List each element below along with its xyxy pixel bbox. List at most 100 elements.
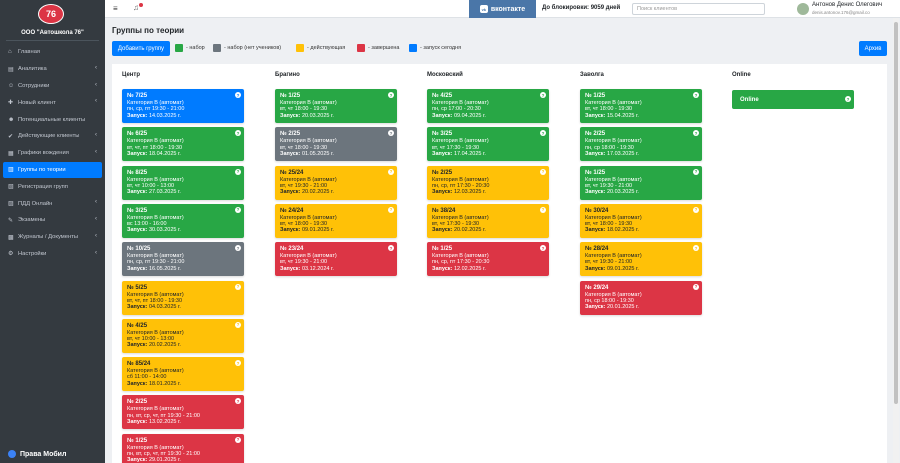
group-card[interactable]: № 4/25 Категория В (автомат) пн, ср 17:00 … (427, 89, 549, 123)
help-icon[interactable]: ? (540, 92, 546, 98)
help-icon[interactable]: ? (540, 130, 546, 137)
group-schedule: вт, чт 10:00 - 13:00 (127, 182, 175, 189)
group-card[interactable]: № 6/25 Категория В (автомат) вт, чт, пт 18… (122, 127, 244, 162)
sidebar-item[interactable]: ⚙ Настройки ‹ (0, 246, 105, 263)
help-icon[interactable]: ? (235, 130, 241, 137)
help-icon[interactable]: ? (235, 360, 241, 367)
group-card[interactable]: № 29/24 Категория В (автомат) пн, ср 18:00… (580, 280, 702, 315)
help-icon[interactable]: ? (235, 92, 241, 98)
scrollbar-thumb[interactable] (894, 22, 898, 404)
help-icon[interactable]: ? (235, 168, 241, 175)
school-logo[interactable]: 76 (38, 4, 64, 24)
help-icon[interactable]: ? (235, 321, 241, 328)
help-icon[interactable]: ? (388, 130, 394, 137)
help-icon[interactable]: ? (693, 283, 699, 290)
sidebar-item[interactable]: ▥ Группы по теории (3, 161, 102, 179)
group-launch-date: Запуск: 04.03.2025 г. (127, 304, 239, 310)
help-icon[interactable]: ? (235, 206, 241, 213)
group-card[interactable]: № 8/25 Категория В (автомат) вт, чт 10:00 … (122, 165, 244, 200)
group-card[interactable]: № 30/24 Категория В (автомат) вт, чт 18:00… (580, 203, 702, 238)
group-card[interactable]: № 1/25 Категория В (автомат) пн, ср, пт 17… (427, 242, 549, 277)
help-icon[interactable]: ? (235, 436, 241, 443)
group-category: Категория В (автомат) (432, 176, 489, 183)
sidebar-item[interactable]: ☺ Сотрудники ‹ (0, 78, 105, 95)
launch-value: 20.02.2025 г. (453, 227, 486, 234)
group-category: Категория В (автомат) (280, 138, 337, 145)
launch-value: 16.05.2025 г. (148, 265, 181, 272)
group-number: № 38/24 (432, 207, 456, 214)
vk-button[interactable]: vk вконтакте (469, 0, 536, 18)
group-card[interactable]: № 1/25 Категория В (автомат) вт, чт 18:00 … (275, 89, 397, 123)
group-card[interactable]: № 38/24 Категория В (автомат) вт, чт 17:30… (427, 203, 549, 238)
group-card[interactable]: № 25/24 Категория В (автомат) вт, чт 19:30… (275, 165, 397, 200)
notifications-bell-icon[interactable]: ♫ (133, 3, 143, 12)
sidebar-item[interactable]: ☻ Потенциальные клиенты (0, 111, 105, 128)
sidebar-item[interactable]: ▩ Журналы / Документы ‹ (0, 229, 105, 246)
group-card[interactable]: № 85/24 Категория В (автомат) сб 11:00 - 1… (122, 357, 244, 392)
group-card[interactable]: № 7/25 Категория В (автомат) пн, ср, пт 19… (122, 89, 244, 123)
sidebar-item[interactable]: ▧ Регистрация групп (0, 178, 105, 195)
pravamobil-brand[interactable]: Права Мобил (8, 450, 66, 458)
group-schedule: пн, ср 18:00 - 19:30 (585, 144, 634, 151)
legend-swatch (357, 44, 365, 52)
chevron-left-icon: ‹ (95, 81, 97, 88)
group-card[interactable]: № 24/24 Категория В (автомат) вт, чт 18:00… (275, 203, 397, 238)
group-card[interactable]: № 2/25 Категория В (автомат) пн, ср 18:00 … (580, 127, 702, 162)
sidebar-item[interactable]: ▨ ПДД Онлайн ‹ (0, 195, 105, 212)
group-card[interactable]: № 2/25 Категория В (автомат) пн, вт, ср, ч… (122, 395, 244, 430)
users-icon: ☺ (8, 82, 15, 89)
help-icon[interactable]: ? (235, 245, 241, 252)
group-category: Категория В (автомат) (127, 368, 184, 375)
help-icon[interactable]: ? (845, 96, 851, 102)
group-number: № 1/25 (432, 246, 453, 253)
sidebar-item[interactable]: ✎ Экзамены ‹ (0, 212, 105, 229)
client-search-input[interactable]: Поиск клиентов (632, 3, 765, 15)
help-icon[interactable]: ? (693, 92, 699, 98)
group-card[interactable]: № 1/25 Категория В (автомат) вт, чт 18:00 … (580, 89, 702, 123)
group-card[interactable]: № 10/25 Категория В (автомат) пн, ср, пт 1… (122, 242, 244, 277)
group-card[interactable]: № 2/25 Категория В (автомат) вт, чт 18:00 … (275, 127, 397, 162)
group-schedule: пн, ср, пт 17:30 - 20:30 (432, 259, 490, 266)
online-group-card[interactable]: Online? (732, 90, 854, 109)
help-icon[interactable]: ? (540, 206, 546, 213)
legend-label: - набор (186, 45, 205, 51)
group-card[interactable]: № 5/25 Категория В (автомат) вт, чт, пт 18… (122, 280, 244, 315)
group-card[interactable]: № 23/24 Категория В (автомат) вт, чт 19:30… (275, 242, 397, 277)
legend-item: - запуск сегодня (409, 44, 461, 52)
help-icon[interactable]: ? (693, 206, 699, 213)
group-category: Категория В (автомат) (127, 406, 184, 413)
sidebar-item[interactable]: ▤ Аналитика ‹ (0, 61, 105, 78)
group-schedule: вт, чт, пт 18:00 - 19:30 (127, 297, 183, 304)
help-icon[interactable]: ? (235, 283, 241, 290)
group-card[interactable]: № 3/25 Категория В (автомат) вс 13:00 - 16… (122, 203, 244, 238)
group-card[interactable]: № 1/25 Категория В (автомат) вт, чт 19:30 … (580, 165, 702, 200)
legend-item: - набор (175, 44, 205, 52)
sidebar-item[interactable]: ▦ Графики вождения ‹ (0, 145, 105, 162)
help-icon[interactable]: ? (235, 398, 241, 405)
avatar[interactable] (797, 3, 809, 15)
help-icon[interactable]: ? (540, 168, 546, 175)
group-launch-date: Запуск: 15.04.2025 г. (585, 113, 697, 119)
help-icon[interactable]: ? (388, 92, 394, 98)
add-group-button[interactable]: Добавить группу (112, 41, 170, 56)
help-icon[interactable]: ? (388, 168, 394, 175)
group-card[interactable]: № 28/24 Категория В (автомат) вт, чт 19:30… (580, 242, 702, 277)
group-launch-date: Запуск: 03.12.2024 г. (280, 266, 392, 272)
sidebar-item[interactable]: ✔ Действующие клиенты ‹ (0, 128, 105, 145)
help-icon[interactable]: ? (693, 130, 699, 137)
help-icon[interactable]: ? (693, 245, 699, 252)
group-card[interactable]: № 3/25 Категория В (автомат) вт, чт 17:30 … (427, 127, 549, 162)
group-card[interactable]: № 4/25 Категория В (автомат) вт, чт 10:00 … (122, 318, 244, 353)
sidebar-item[interactable]: ✚ Новый клиент ‹ (0, 94, 105, 111)
help-icon[interactable]: ? (388, 206, 394, 213)
sidebar-item[interactable]: ⌂ Главная (0, 44, 105, 61)
launch-label: Запуск: (585, 150, 606, 157)
help-icon[interactable]: ? (388, 245, 394, 252)
menu-toggle-icon[interactable]: ≡ (113, 4, 118, 13)
launch-label: Запуск: (585, 112, 606, 119)
help-icon[interactable]: ? (693, 168, 699, 175)
help-icon[interactable]: ? (540, 245, 546, 252)
group-card[interactable]: № 1/25 Категория В (автомат) пн, вт, ср, ч… (122, 433, 244, 463)
group-card[interactable]: № 2/25 Категория В (автомат) пн, ср, пт 17… (427, 165, 549, 200)
archive-button[interactable]: Архив (859, 41, 887, 56)
